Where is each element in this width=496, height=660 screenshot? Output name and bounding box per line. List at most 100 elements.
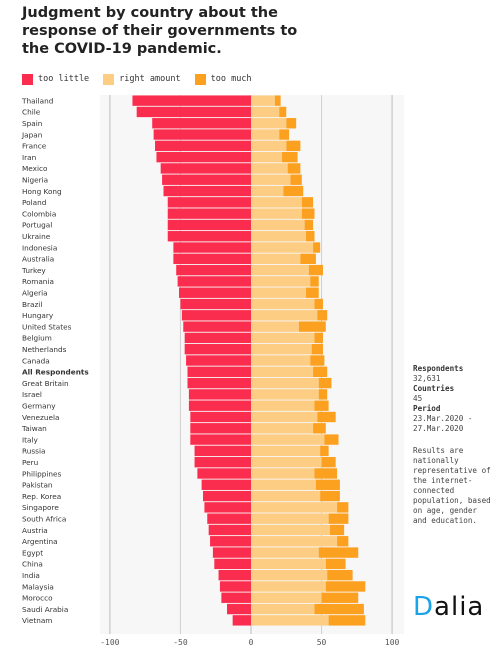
bar-right-amount [251, 208, 302, 219]
bar-too-little [212, 547, 251, 558]
category-label: Austria [22, 526, 48, 535]
bar-too-much [282, 151, 298, 163]
period-label: Period [413, 404, 441, 413]
bar-too-little [173, 242, 251, 253]
bar-right-amount [251, 581, 326, 592]
survey-info-panel: Respondents 32,631 Countries 45 Period 2… [413, 364, 491, 526]
bar-right-amount [251, 366, 314, 377]
bar-too-much [301, 197, 314, 208]
bar-too-little [232, 615, 251, 626]
bar-too-much [315, 479, 340, 490]
bar-too-much [318, 377, 332, 389]
bar-right-amount [251, 219, 305, 231]
bar-right-amount [251, 468, 315, 479]
bar-right-amount [251, 536, 338, 547]
bar-right-amount [251, 298, 315, 310]
bar-too-little [194, 456, 251, 468]
bar-right-amount [251, 276, 311, 287]
bar-too-little [167, 197, 251, 208]
bar-too-little [183, 321, 251, 332]
bar-too-little [208, 524, 251, 536]
category-label: Venezuela [22, 413, 59, 422]
bar-right-amount [251, 231, 307, 242]
bar-too-little [190, 434, 251, 445]
bar-too-little [204, 502, 251, 513]
bar-too-much [328, 615, 366, 626]
bar-right-amount [251, 490, 321, 502]
respondents-value: 32,631 [413, 374, 441, 383]
category-label: South Africa [22, 514, 66, 523]
bar-too-little [227, 603, 251, 615]
bar-too-much [337, 536, 349, 547]
category-label: United States [22, 322, 72, 331]
legend: too little right amount too much [22, 72, 266, 86]
category-label: Hungary [22, 311, 54, 320]
bar-too-little [190, 411, 251, 423]
category-label: Italy [22, 435, 39, 444]
bar-too-much [318, 547, 359, 558]
bar-too-much [318, 389, 328, 400]
bar-too-little [156, 151, 251, 163]
countries-value: 45 [413, 394, 423, 403]
legend-item-too-much[interactable]: too much [194, 73, 252, 85]
category-label: Morocco [22, 594, 53, 603]
bar-too-little [181, 310, 251, 321]
category-label: Pakistan [22, 481, 53, 490]
x-tick-label: 100 [385, 638, 400, 647]
bar-too-little [167, 208, 251, 219]
bar-too-much [317, 310, 328, 321]
category-label: Philippines [22, 469, 62, 478]
category-label: Rep. Korea [22, 492, 61, 501]
bar-too-little [201, 479, 251, 490]
chart-title: Judgment by country about the response o… [22, 5, 298, 57]
bar-right-amount [251, 151, 283, 163]
bar-too-little [221, 592, 251, 603]
bar-too-little [163, 185, 251, 197]
bar-too-much [314, 332, 323, 344]
bar-too-little [214, 558, 251, 570]
bar-too-little [187, 366, 251, 377]
x-tick-label: -50 [173, 638, 188, 647]
bar-right-amount [251, 118, 287, 129]
logo-text: alia [434, 592, 485, 622]
bar-too-much [330, 524, 345, 536]
legend-swatch-too-much [194, 73, 206, 85]
bar-too-much [324, 434, 339, 445]
bar-too-much [304, 219, 314, 231]
category-label: Hong Kong [22, 187, 62, 196]
category-label: Chile [22, 108, 41, 117]
bar-too-much [298, 321, 326, 332]
bar-too-much [290, 174, 302, 185]
bar-too-little [167, 219, 251, 231]
bar-right-amount [251, 569, 328, 581]
bar-too-much [283, 185, 304, 197]
x-tick-label: 0 [249, 638, 254, 647]
x-tick-label: 50 [317, 638, 327, 647]
bar-too-little [197, 468, 251, 479]
bar-too-much [310, 276, 319, 287]
bar-right-amount [251, 242, 314, 253]
bar-too-little [188, 389, 251, 400]
legend-item-too-little[interactable]: too little [22, 73, 89, 85]
category-label: Iran [22, 153, 36, 162]
bar-right-amount [251, 592, 322, 603]
legend-item-right-amount[interactable]: right amount [103, 73, 181, 85]
category-label: France [22, 142, 47, 151]
bar-too-little [207, 513, 251, 524]
bar-too-much [286, 118, 297, 129]
bar-right-amount [251, 163, 288, 174]
category-label: Egypt [22, 548, 43, 557]
legend-label-too-much: too much [210, 74, 252, 84]
category-label: Indonesia [22, 243, 57, 252]
bar-too-much [287, 163, 301, 174]
category-label: Argentina [22, 537, 58, 546]
bar-too-little [180, 298, 251, 310]
bar-too-much [274, 95, 281, 106]
period-start: 23.Mar.2020 - [413, 414, 473, 423]
category-label: Spain [22, 119, 42, 128]
bar-too-much [337, 502, 349, 513]
bar-too-much [310, 355, 325, 366]
bar-right-amount [251, 445, 321, 457]
bar-too-much [313, 242, 321, 253]
period-end: 27.Mar.2020 [413, 424, 464, 433]
